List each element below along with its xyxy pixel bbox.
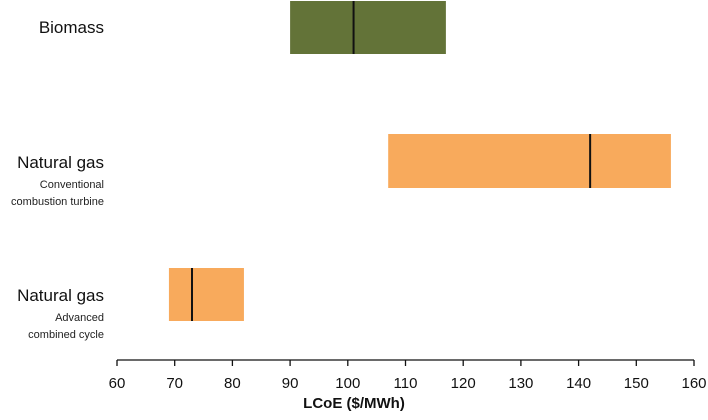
x-tick-label-100: 100 [335,375,360,392]
x-axis-label: LCoE ($/MWh) [303,395,405,412]
subtitle-line: combined cycle [28,329,104,341]
x-tick-label-60: 60 [109,375,126,392]
x-tick-label-70: 70 [166,375,183,392]
subtitle-line: Conventional [39,179,104,191]
x-tick-label-80: 80 [224,375,241,392]
x-tick-label-90: 90 [282,375,299,392]
category-subtitle-conventional: Conventional combustion turbine [11,177,104,211]
range-bar-0 [290,1,446,54]
x-tick-label-140: 140 [566,375,591,392]
subtitle-line: Advanced [55,312,104,324]
x-tick-label-160: 160 [681,375,706,392]
x-tick-label-110: 110 [394,375,418,392]
range-bar-2 [168,268,244,321]
category-title-biomass: Biomass [38,18,104,37]
x-tick-label-150: 150 [624,375,649,392]
x-tick-label-130: 130 [508,375,533,392]
range-bar-1 [388,134,671,188]
category-title-natural-gas-advanced: Natural gas [17,286,104,305]
subtitle-line: combustion turbine [11,196,104,208]
x-tick-label-120: 120 [451,375,476,392]
category-subtitle-advanced: Advanced combined cycle [28,310,104,344]
category-title-natural-gas-conventional: Natural gas [17,153,104,172]
